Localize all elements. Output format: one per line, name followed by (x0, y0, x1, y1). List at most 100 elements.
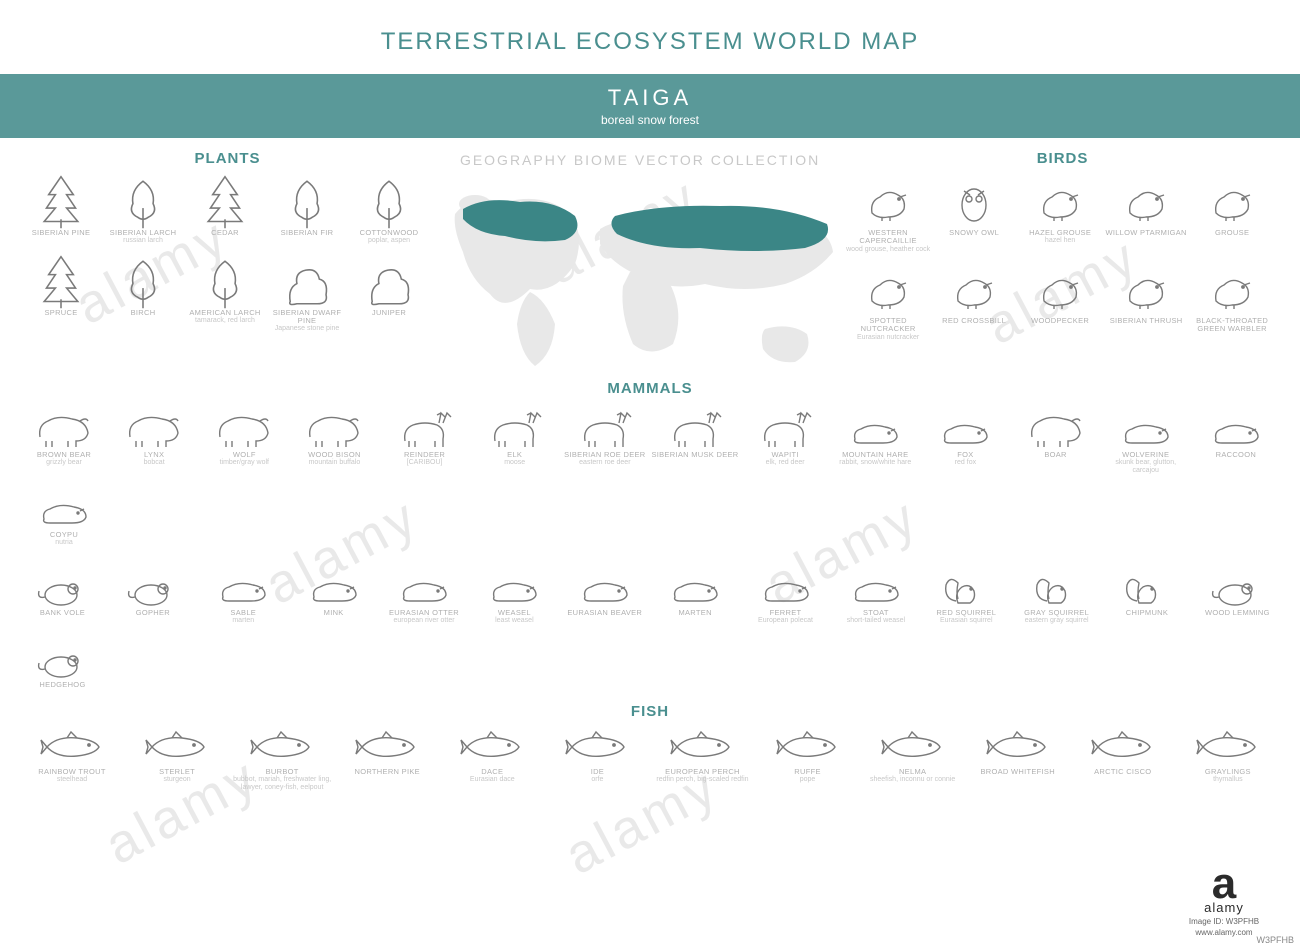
mammals-row1: BROWN BEARgrizzly bearLYNXbobcatWOLFtimb… (20, 403, 1280, 555)
item-label-secondary: eastern roe deer (579, 459, 630, 467)
mammals1-item: WOOD BISONmountain buffalo (290, 403, 378, 475)
item-label-primary: BOAR (1044, 451, 1066, 459)
item-label-secondary: nutria (55, 539, 73, 547)
fish-icon (562, 726, 632, 768)
mammals1-item: BOAR (1012, 403, 1100, 475)
item-label-primary: SPRUCE (44, 309, 77, 317)
fish-row: RAINBOW TROUTsteelheadSTERLETsturgeonBUR… (20, 726, 1280, 800)
item-label-primary: HAZEL GROUSE (1029, 229, 1091, 237)
item-label-primary: WESTERN CAPERCAILLIE (845, 229, 931, 246)
section-title-plants: PLANTS (20, 150, 435, 167)
birds-icon (1118, 261, 1174, 317)
fish-icon (1193, 726, 1263, 768)
fish-item: IDEorfe (545, 726, 649, 792)
brand-url: www.alamy.com (1164, 928, 1284, 937)
item-label-primary: SIBERIAN ROE DEER (564, 451, 645, 459)
mammals2-item: BANK VOLE (20, 561, 105, 625)
mammals1-item: SIBERIAN ROE DEEReastern roe deer (561, 403, 649, 475)
mammals1-icon (1204, 403, 1268, 451)
fish-icon (878, 726, 948, 768)
fish-item: BROAD WHITEFISH (966, 726, 1070, 792)
fish-icon (457, 726, 527, 768)
item-label-primary: SPOTTED NUTCRACKER (845, 317, 931, 334)
mammals1-item: LYNXbobcat (110, 403, 198, 475)
mammals1-icon (843, 403, 907, 451)
item-label-primary: MARTEN (678, 609, 711, 617)
birds-item: SIBERIAN THRUSH (1103, 261, 1189, 341)
birds-icon (860, 173, 916, 229)
item-label-secondary: Eurasian squirrel (940, 617, 993, 625)
mammals1-icon (122, 403, 186, 451)
top-row: PLANTS SIBERIAN PINESIBERIAN LARCHrussia… (20, 150, 1280, 374)
fish-item: DACEEurasian dace (440, 726, 544, 792)
item-label-secondary: grizzly bear (46, 459, 82, 467)
birds-item: WILLOW PTARMIGAN (1103, 173, 1189, 253)
mammals2-icon (211, 561, 275, 609)
mammals2-item: STOATshort-tailed weasel (833, 561, 918, 625)
item-label-primary: COYPU (50, 531, 78, 539)
plants-icon (279, 173, 335, 229)
plants-item: AMERICAN LARCHtamarack, red larch (184, 253, 266, 333)
item-label-secondary: european river otter (393, 617, 454, 625)
item-label-primary: ARCTIC CISCO (1094, 768, 1151, 776)
mammals1-icon (933, 403, 997, 451)
mammals2-icon (934, 561, 998, 609)
mammals2-item: WEASELleast weasel (472, 561, 557, 625)
mammals1-item: WOLFtimber/gray wolf (200, 403, 288, 475)
mammals2-icon (1025, 561, 1089, 609)
item-label-secondary: rabbit, snow/white hare (839, 459, 911, 467)
item-label-primary: JUNIPER (372, 309, 406, 317)
item-label-secondary: redfin perch, big-scaled redfin (656, 776, 748, 784)
plants-item: SIBERIAN FIR (266, 173, 348, 245)
birds-icon (1032, 173, 1088, 229)
birds-item: BLACK-THROATED GREEN WARBLER (1189, 261, 1275, 341)
birds-icon (860, 261, 916, 317)
mammals2-icon (31, 633, 95, 681)
mammals2-icon (392, 561, 456, 609)
birds-icon (1204, 173, 1260, 229)
item-label-primary: BLACK-THROATED GREEN WARBLER (1189, 317, 1275, 334)
plants-item: CEDAR (184, 173, 266, 245)
fish-item: RUFFEpope (756, 726, 860, 792)
item-label-primary: STERLET (159, 768, 195, 776)
item-label-secondary: sheefish, inconnu or connie (870, 776, 955, 784)
item-label-primary: SABLE (230, 609, 256, 617)
birds-icon (1032, 261, 1088, 317)
birds-icon (1118, 173, 1174, 229)
fish-icon (1088, 726, 1158, 768)
item-label-primary: EURASIAN OTTER (389, 609, 459, 617)
item-label-primary: MINK (324, 609, 344, 617)
item-label-primary: BANK VOLE (40, 609, 85, 617)
mammals1-item: ELKmoose (471, 403, 559, 475)
birds-item: SNOWY OWL (931, 173, 1017, 253)
item-label-primary: WAPITI (771, 451, 798, 459)
plants-item: BIRCH (102, 253, 184, 333)
fish-item: RAINBOW TROUTsteelhead (20, 726, 124, 792)
item-label-secondary: orfe (591, 776, 603, 784)
item-label-primary: SNOWY OWL (949, 229, 999, 237)
item-label-primary: RACCOON (1216, 451, 1256, 459)
banner: TAIGA boreal snow forest (0, 74, 1300, 138)
item-label-secondary: Japanese stone pine (275, 325, 340, 333)
item-label-primary: WOLF (233, 451, 256, 459)
fish-icon (247, 726, 317, 768)
mammals-section: MAMMALS BROWN BEARgrizzly bearLYNXbobcat… (20, 380, 1280, 697)
section-title-fish: FISH (20, 703, 1280, 720)
mammals2-icon (573, 561, 637, 609)
item-label-primary: GRAYLINGS (1205, 768, 1251, 776)
fish-item: STERLETsturgeon (125, 726, 229, 792)
mammals2-icon (1205, 561, 1269, 609)
item-label-secondary: Eurasian dace (470, 776, 515, 784)
item-label-primary: FOX (957, 451, 973, 459)
birds-icon (1204, 261, 1260, 317)
item-label-primary: SIBERIAN PINE (32, 229, 91, 237)
mammals1-item: COYPUnutria (20, 483, 108, 547)
birds-item: WESTERN CAPERCAILLIEwood grouse, heather… (845, 173, 931, 253)
item-label-secondary: skunk bear, glutton, carcajou (1102, 459, 1190, 474)
fish-icon (352, 726, 422, 768)
mammals1-icon (393, 403, 457, 451)
mammals1-icon (32, 483, 96, 531)
birds-item: HAZEL GROUSEhazel hen (1017, 173, 1103, 253)
item-label-secondary: least weasel (495, 617, 534, 625)
mammals1-item: RACCOON (1192, 403, 1280, 475)
